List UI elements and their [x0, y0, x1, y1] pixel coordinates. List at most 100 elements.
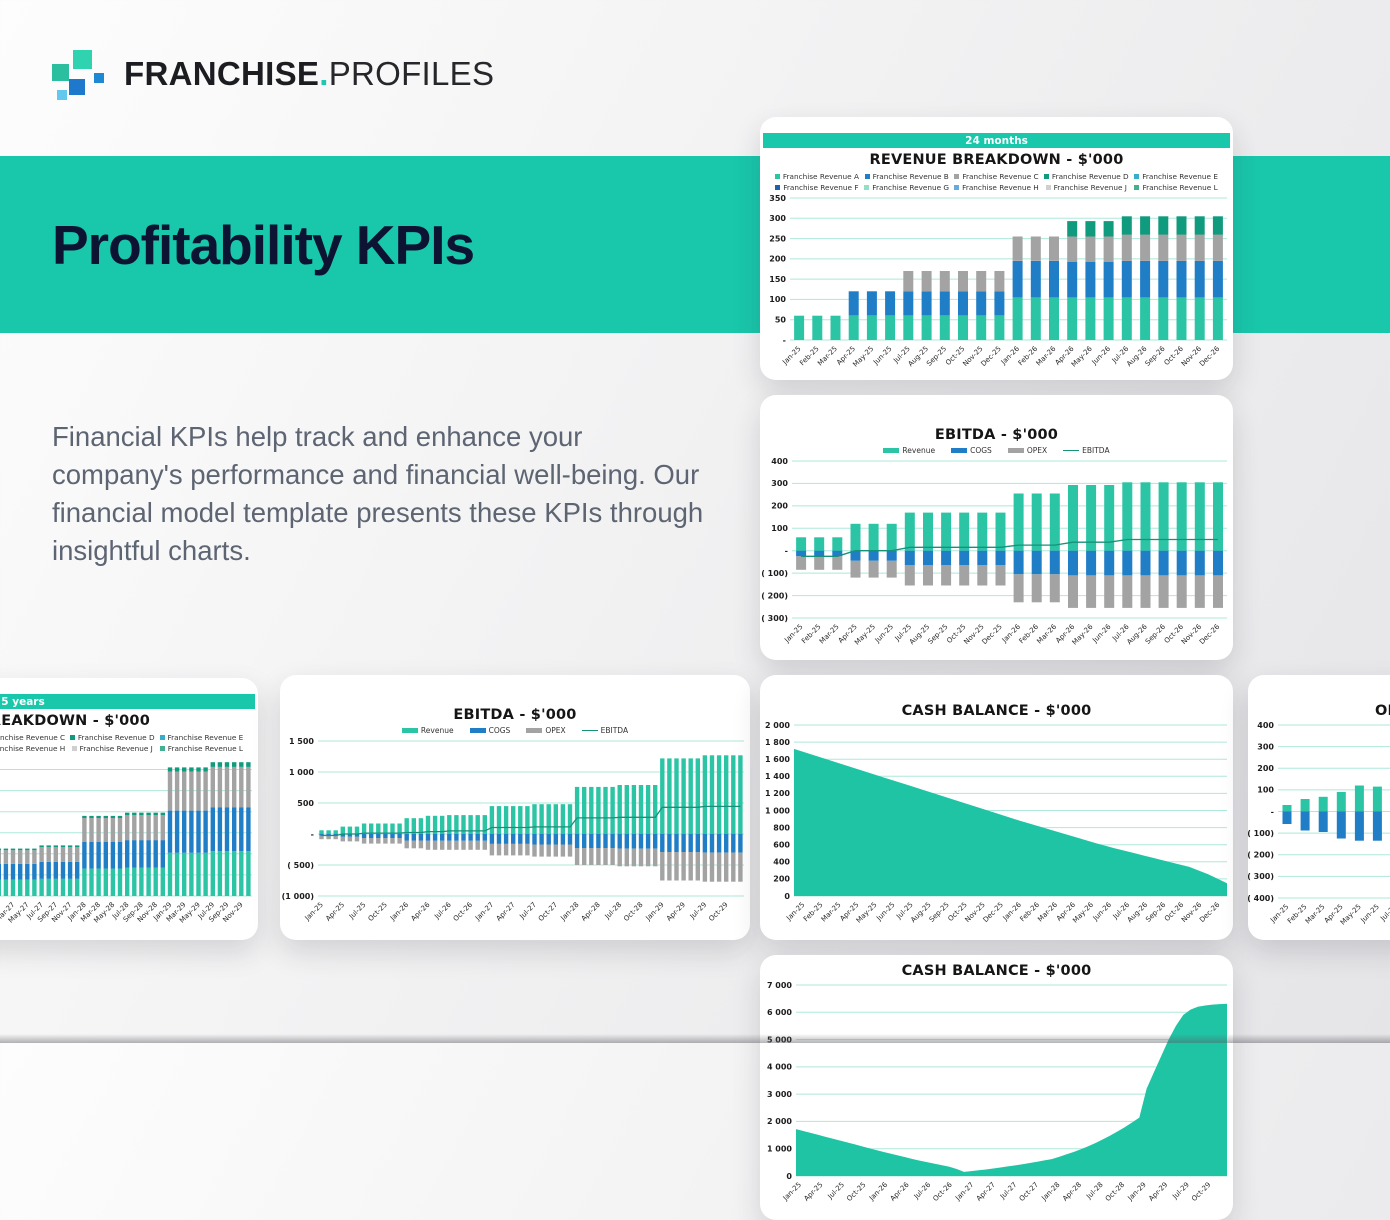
legend-label: Franchise Revenue H	[0, 744, 66, 753]
svg-text:May-26: May-26	[1071, 622, 1095, 646]
svg-text:Apr-26: Apr-26	[889, 1180, 911, 1202]
svg-text:Oct-27: Oct-27	[1018, 1181, 1040, 1203]
svg-text:( 100): ( 100)	[761, 569, 788, 578]
svg-text:Dec-26: Dec-26	[1198, 344, 1222, 368]
legend-swatch	[775, 185, 781, 190]
chart-title: EBITDA - $'000	[453, 707, 577, 723]
legend-swatch	[883, 448, 900, 453]
svg-text:Jun-25: Jun-25	[1359, 903, 1381, 925]
svg-text:Apr-27: Apr-27	[975, 1181, 997, 1203]
svg-text:1 800: 1 800	[765, 738, 790, 747]
svg-text:Jul-26: Jul-26	[432, 900, 453, 921]
period-tag: 5 years	[0, 694, 255, 709]
legend-label: Franchise Revenue L	[1142, 183, 1218, 192]
legend-item: Franchise Revenue E	[159, 733, 243, 742]
svg-text:Mar-26: Mar-26	[1036, 900, 1059, 923]
svg-text:Jul-25: Jul-25	[826, 1181, 846, 1201]
legend-swatch-line	[1063, 449, 1080, 452]
period-tag: 24 months	[763, 133, 1230, 148]
svg-text:Jun-25: Jun-25	[871, 345, 893, 367]
legend-swatch	[469, 728, 486, 733]
svg-text:Jul-28: Jul-28	[603, 901, 623, 921]
svg-text:1 500: 1 500	[289, 737, 314, 746]
svg-text:Jul-29: Jul-29	[1170, 1181, 1190, 1201]
svg-text:50: 50	[775, 316, 787, 325]
page-title: Profitability KPIs	[52, 213, 475, 276]
legend-swatch	[71, 746, 77, 751]
svg-text:1 000: 1 000	[289, 768, 314, 777]
svg-text:Mar-25: Mar-25	[818, 623, 841, 646]
legend-label: Franchise Revenue C	[962, 172, 1039, 181]
svg-text:100: 100	[1257, 786, 1274, 795]
svg-text:Sep-25: Sep-25	[926, 623, 949, 646]
svg-text:Mar-25: Mar-25	[820, 901, 843, 924]
legend-label: Revenue	[902, 446, 936, 455]
svg-text:Oct-29: Oct-29	[707, 901, 729, 923]
svg-text:Apr-26: Apr-26	[410, 900, 432, 922]
legend-item: Franchise Revenue L	[1134, 183, 1218, 192]
card-cash-balance-24m: CASH BALANCE - $'000 2 000 1 800 1 600 1 40…	[760, 675, 1233, 940]
legend-label: EBITDA	[1082, 446, 1110, 455]
legend-label: Franchise Revenue D	[1051, 172, 1129, 181]
svg-text:Jun-26: Jun-26	[1090, 344, 1113, 367]
svg-text:-: -	[785, 547, 788, 556]
svg-text:( 200): ( 200)	[761, 591, 788, 600]
svg-text:Oct-27: Oct-27	[537, 901, 559, 923]
legend-item: Franchise Revenue E	[1134, 172, 1218, 181]
svg-text:( 300): ( 300)	[1248, 872, 1274, 881]
svg-text:Jul-27: Jul-27	[998, 1181, 1018, 1201]
legend-label: COGS	[970, 446, 992, 455]
card-revenue-breakdown-5y: 5 years REVENUE BREAKDOWN - $'000 Franch…	[0, 678, 258, 940]
svg-text:(1 000): (1 000)	[282, 892, 314, 901]
legend-label: Revenue	[420, 726, 454, 735]
legend-item: Franchise Revenue H	[0, 744, 65, 753]
legend-item: Franchise Revenue J	[1045, 183, 1127, 192]
svg-text:1 400: 1 400	[765, 772, 790, 781]
svg-text:Sep-26: Sep-26	[1144, 900, 1167, 923]
intro-text: Financial KPIs help track and enhance yo…	[52, 420, 704, 566]
svg-text:Apr-25: Apr-25	[803, 1181, 825, 1203]
legend-label: Franchise Revenue F	[783, 183, 859, 192]
svg-text:Jan-29: Jan-29	[644, 901, 666, 923]
svg-text:-: -	[783, 336, 786, 345]
svg-text:Jun-26: Jun-26	[1091, 900, 1114, 923]
svg-text:600: 600	[773, 841, 790, 850]
legend-label: COGS	[488, 726, 511, 735]
svg-text:3 000: 3 000	[767, 1090, 792, 1099]
svg-text:-: -	[1271, 807, 1274, 816]
legend-item: Franchise Revenue H	[954, 183, 1039, 192]
chart-legend: Franchise Revenue A Franchise Revenue B Fr…	[772, 172, 1221, 192]
svg-text:Jun-25: Jun-25	[874, 901, 896, 923]
legend-item: Franchise Revenue L	[159, 744, 243, 753]
svg-text:1 200: 1 200	[765, 789, 790, 798]
card-cash-balance-5y: CASH BALANCE - $'000 7 000 6 000 5 000 4 00…	[760, 955, 1233, 1220]
svg-text:Oct-29: Oct-29	[1190, 1181, 1212, 1203]
svg-text:Jun-26: Jun-26	[1090, 622, 1113, 645]
svg-text:Jan-25: Jan-25	[303, 901, 325, 923]
legend-label: Franchise Revenue J	[79, 744, 153, 753]
brand-name: FRANCHISE.PROFILES	[124, 55, 494, 93]
svg-text:0: 0	[784, 892, 790, 901]
svg-text:( 300): ( 300)	[761, 614, 788, 623]
svg-text:( 500): ( 500)	[287, 861, 314, 870]
legend-label: EBITDA	[600, 726, 629, 735]
svg-text:Sep-25: Sep-25	[928, 901, 951, 924]
svg-text:800: 800	[773, 823, 790, 832]
svg-text:Oct-25: Oct-25	[367, 901, 389, 923]
legend-swatch	[1007, 448, 1024, 453]
svg-text:400: 400	[771, 457, 788, 466]
legend-swatch	[526, 728, 543, 733]
svg-text:Apr-29: Apr-29	[665, 901, 687, 923]
svg-text:Dec-25: Dec-25	[980, 623, 1003, 646]
legend-swatch-line	[581, 729, 598, 732]
svg-text:1 600: 1 600	[765, 755, 790, 764]
svg-text:1 000: 1 000	[767, 1145, 792, 1154]
logo-mark-icon	[52, 48, 108, 100]
svg-text:May-26: May-26	[1071, 900, 1095, 924]
svg-text:Jan-28: Jan-28	[1040, 1181, 1062, 1203]
svg-text:Dec-26: Dec-26	[1198, 900, 1222, 924]
legend-item: Franchise Revenue C	[0, 733, 65, 742]
legend-item: Franchise Revenue D	[1043, 172, 1129, 181]
legend-item: EBITDA	[581, 726, 629, 735]
